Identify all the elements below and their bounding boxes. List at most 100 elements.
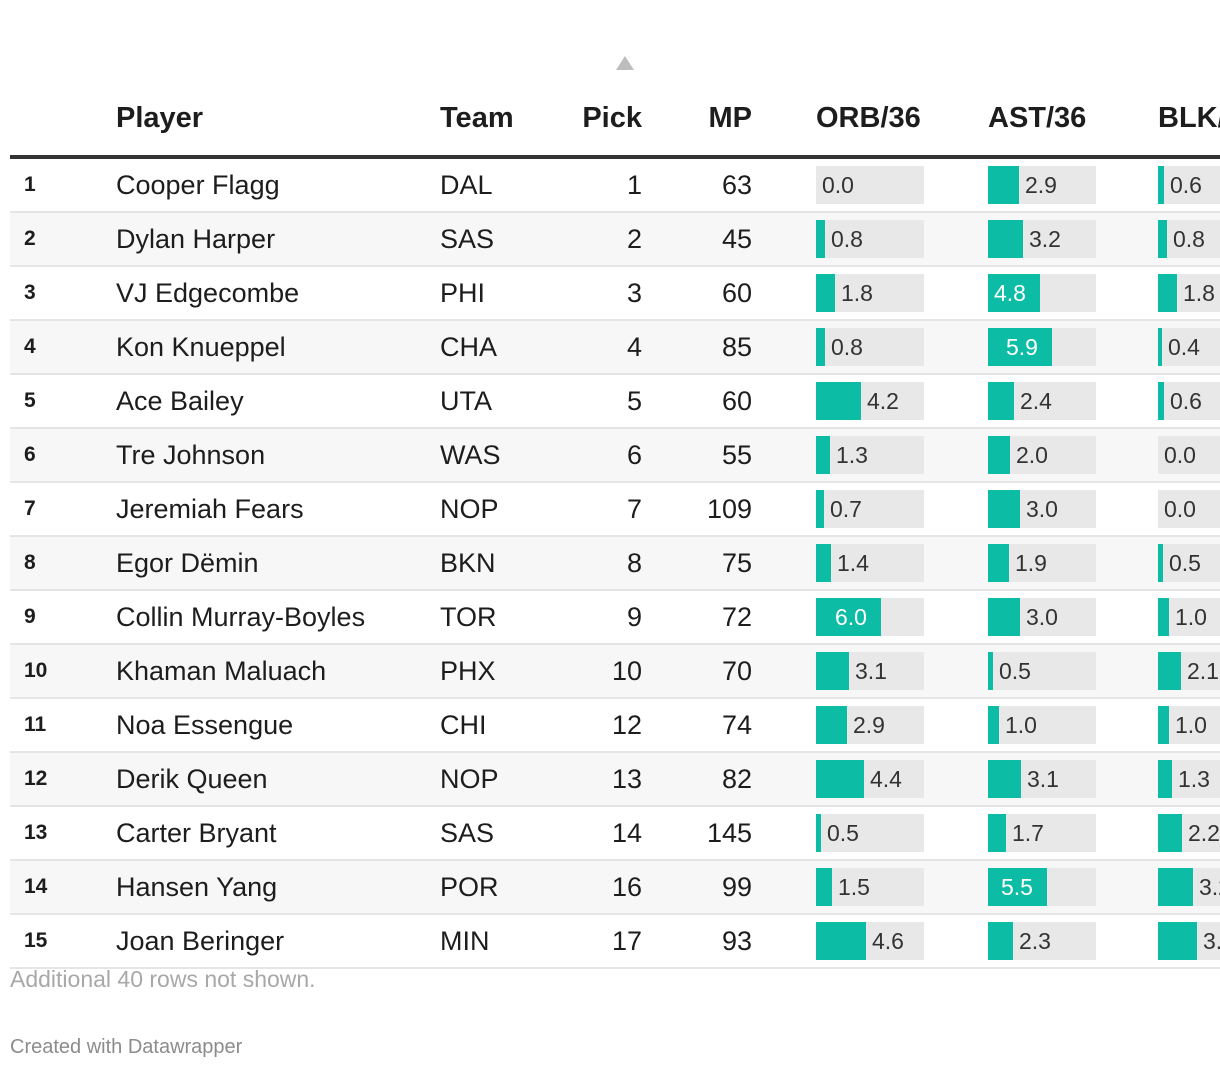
orb-bar-track: 0.8 <box>816 328 924 366</box>
orb-bar-track: 3.1 <box>816 652 924 690</box>
orb-bar-value: 4.2 <box>867 388 899 414</box>
player-cell: Derik Queen <box>116 752 440 807</box>
team-cell: PHI <box>440 266 552 321</box>
header-team[interactable]: Team <box>440 54 552 159</box>
ast-bar-track: 2.9 <box>988 166 1096 204</box>
orb-bar-cell: 0.5 <box>752 806 924 861</box>
blk-bar-cell: 1.3 <box>1094 752 1220 807</box>
blk-bar-value: 2.2 <box>1188 820 1220 846</box>
team-cell: CHA <box>440 320 552 375</box>
orb-bar-fill <box>816 760 864 798</box>
ast-bar-cell: 3.1 <box>924 752 1096 807</box>
orb-bar-fill <box>816 814 821 852</box>
ast-bar-cell: 1.0 <box>924 698 1096 753</box>
ast-bar-fill <box>988 436 1010 474</box>
team-cell: UTA <box>440 374 552 429</box>
blk-bar-track: 0.6 <box>1158 166 1220 204</box>
player-cell: Collin Murray-Boyles <box>116 590 440 645</box>
rank-cell: 5 <box>10 374 116 429</box>
rank-cell: 6 <box>10 428 116 483</box>
header-pick[interactable]: Pick <box>552 54 642 159</box>
ast-bar-value: 2.9 <box>1025 172 1057 198</box>
team-cell: BKN <box>440 536 552 591</box>
player-cell: Cooper Flagg <box>116 157 440 213</box>
blk-bar-value: 0.4 <box>1168 334 1200 360</box>
header-row: Player Team Pick MP ORB/36 AST/36 BLK/36 <box>10 54 1220 159</box>
orb-bar-fill <box>816 382 861 420</box>
ast-bar-fill <box>988 544 1009 582</box>
ast-bar-value: 1.7 <box>1012 820 1044 846</box>
ast-bar-fill <box>988 814 1006 852</box>
blk-bar-fill <box>1158 220 1167 258</box>
header-mp[interactable]: MP <box>642 54 752 159</box>
rank-cell: 8 <box>10 536 116 591</box>
orb-bar-value: 4.4 <box>870 766 902 792</box>
orb-bar-value: 4.6 <box>872 928 904 954</box>
player-cell: Joan Beringer <box>116 914 440 969</box>
blk-bar-cell: 0.6 <box>1094 157 1220 213</box>
blk-bar-track: 2.2 <box>1158 814 1220 852</box>
header-ast[interactable]: AST/36 <box>924 54 1094 159</box>
blk-bar-value: 1.0 <box>1175 604 1207 630</box>
rank-cell: 9 <box>10 590 116 645</box>
blk-bar-cell: 1.8 <box>1094 266 1220 321</box>
orb-bar-value: 0.5 <box>827 820 859 846</box>
blk-bar-cell: 3.2 <box>1094 860 1220 915</box>
ast-bar-cell: 2.9 <box>924 157 1096 213</box>
ast-bar-track: 0.5 <box>988 652 1096 690</box>
mp-cell: 82 <box>642 752 752 807</box>
player-cell: Khaman Maluach <box>116 644 440 699</box>
blk-bar-cell: 0.6 <box>1094 374 1220 429</box>
blk-bar-cell: 3.6 <box>1094 914 1220 969</box>
pick-cell: 12 <box>552 698 642 753</box>
orb-bar-cell: 3.1 <box>752 644 924 699</box>
table-row: 11 Noa Essengue CHI 12 74 2.9 1.0 1.0 <box>10 698 1220 753</box>
orb-bar-fill <box>816 652 849 690</box>
orb-bar-cell: 4.2 <box>752 374 924 429</box>
table-chart: Player Team Pick MP ORB/36 AST/36 BLK/36… <box>10 0 1220 1072</box>
player-cell: Noa Essengue <box>116 698 440 753</box>
team-cell: DAL <box>440 157 552 213</box>
team-cell: CHI <box>440 698 552 753</box>
team-cell: SAS <box>440 806 552 861</box>
ast-bar-fill <box>988 922 1013 960</box>
orb-bar-value: 0.8 <box>831 226 863 252</box>
blk-bar-cell: 0.4 <box>1094 320 1220 375</box>
orb-bar-track: 1.4 <box>816 544 924 582</box>
orb-bar-fill <box>816 868 832 906</box>
orb-bar-value: 1.8 <box>841 280 873 306</box>
player-cell: Kon Knueppel <box>116 320 440 375</box>
orb-bar-cell: 1.4 <box>752 536 924 591</box>
orb-bar-value: 0.8 <box>831 334 863 360</box>
pick-cell: 17 <box>552 914 642 969</box>
pick-cell: 3 <box>552 266 642 321</box>
orb-bar-value: 3.1 <box>855 658 887 684</box>
blk-bar-fill <box>1158 166 1164 204</box>
ast-bar-fill <box>988 598 1020 636</box>
header-orb[interactable]: ORB/36 <box>752 54 924 159</box>
blk-bar-value: 2.1 <box>1187 658 1219 684</box>
header-blk[interactable]: BLK/36 <box>1094 54 1220 159</box>
ast-bar-cell: 3.0 <box>924 590 1096 645</box>
blk-bar-value: 3.6 <box>1203 928 1220 954</box>
orb-bar-track: 1.8 <box>816 274 924 312</box>
ast-bar-value: 4.8 <box>994 280 1026 306</box>
orb-bar-value: 1.4 <box>837 550 869 576</box>
blk-bar-fill <box>1158 652 1181 690</box>
pick-cell: 7 <box>552 482 642 537</box>
header-player[interactable]: Player <box>116 54 440 159</box>
rank-cell: 3 <box>10 266 116 321</box>
blk-bar-track: 1.0 <box>1158 706 1220 744</box>
rank-cell: 13 <box>10 806 116 861</box>
ast-bar-fill <box>988 760 1021 798</box>
orb-bar-value: 2.9 <box>853 712 885 738</box>
table-row: 1 Cooper Flagg DAL 1 63 0.0 2.9 0.6 <box>10 157 1220 213</box>
blk-bar-value: 0.0 <box>1164 442 1196 468</box>
blk-bar-cell: 0.0 <box>1094 482 1220 537</box>
blk-bar-track: 3.6 <box>1158 922 1220 960</box>
rank-cell: 1 <box>10 157 116 213</box>
mp-cell: 72 <box>642 590 752 645</box>
blk-bar-track: 1.3 <box>1158 760 1220 798</box>
